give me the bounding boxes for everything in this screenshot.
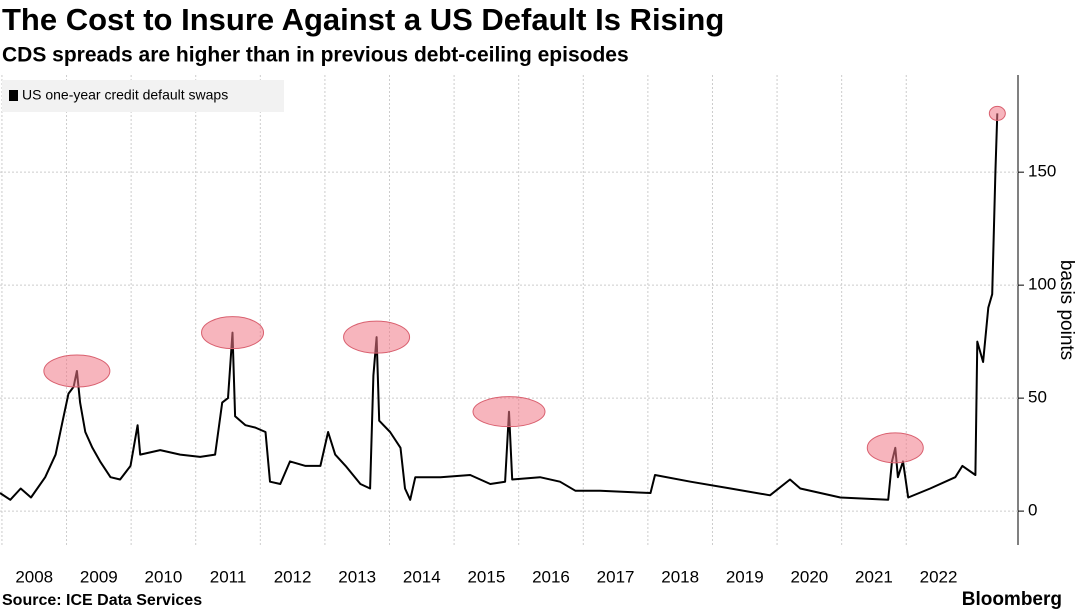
y-tick-label: 0 bbox=[1028, 501, 1037, 520]
x-tick-label: 2015 bbox=[467, 567, 505, 586]
x-tick-label: 2019 bbox=[726, 567, 764, 586]
x-tick-label: 2012 bbox=[274, 567, 312, 586]
x-tick-label: 2018 bbox=[661, 567, 699, 586]
peak-highlight bbox=[988, 105, 1006, 121]
chart-subtitle: CDS spreads are higher than in previous … bbox=[2, 44, 629, 67]
peak-highlight bbox=[866, 432, 924, 464]
legend-label: US one-year credit default swaps bbox=[22, 87, 228, 103]
x-tick-label: 2016 bbox=[532, 567, 570, 586]
x-tick-label: 2017 bbox=[597, 567, 635, 586]
peak-highlight bbox=[343, 320, 411, 354]
y-axis-label: basis points bbox=[1056, 260, 1077, 360]
peak-highlight bbox=[43, 354, 111, 388]
x-tick-label: 2014 bbox=[403, 567, 441, 586]
x-tick-label: 2011 bbox=[210, 567, 247, 586]
brand: Bloomberg bbox=[962, 589, 1062, 610]
x-tick-label: 2013 bbox=[338, 567, 376, 586]
y-tick-label: 50 bbox=[1028, 388, 1047, 407]
line-series bbox=[0, 113, 999, 501]
x-tick-label: 2010 bbox=[145, 567, 183, 586]
source: Source: ICE Data Services bbox=[2, 592, 202, 609]
x-tick-label: 2021 bbox=[855, 567, 893, 586]
y-tick-label: 100 bbox=[1028, 275, 1056, 294]
y-tick-label: 150 bbox=[1028, 162, 1056, 181]
x-tick-label: 2020 bbox=[790, 567, 828, 586]
chart-title: The Cost to Insure Against a US Default … bbox=[2, 2, 724, 37]
peak-highlight bbox=[472, 396, 546, 428]
x-tick-label: 2022 bbox=[920, 567, 958, 586]
legend-swatch bbox=[9, 90, 18, 101]
x-tick-label: 2009 bbox=[80, 567, 118, 586]
x-tick-label: 2008 bbox=[15, 567, 53, 586]
legend-box bbox=[2, 80, 284, 112]
peak-highlight bbox=[201, 316, 265, 350]
